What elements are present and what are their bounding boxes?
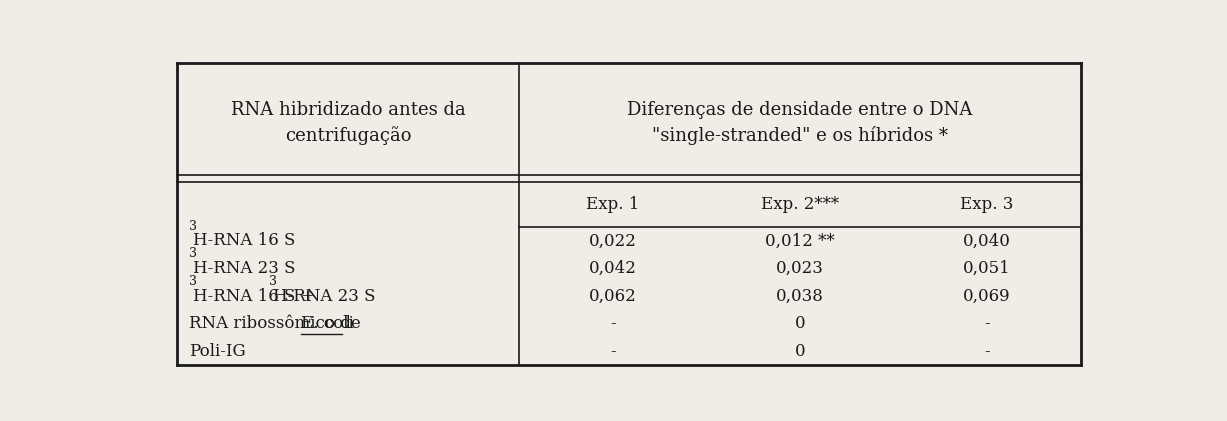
Text: 3: 3	[189, 220, 196, 233]
Text: E. coli: E. coli	[301, 315, 353, 332]
Text: Poli-IG: Poli-IG	[189, 343, 245, 360]
Text: "single-stranded" e os híbridos *: "single-stranded" e os híbridos *	[652, 126, 948, 145]
Text: Diferenças de densidade entre o DNA: Diferenças de densidade entre o DNA	[627, 101, 973, 119]
Text: H-RNA 23 S: H-RNA 23 S	[274, 288, 375, 304]
Text: 3: 3	[189, 275, 196, 288]
Text: -: -	[984, 315, 990, 332]
Text: 0: 0	[795, 343, 805, 360]
Text: 0,040: 0,040	[963, 232, 1011, 250]
Text: -: -	[610, 343, 616, 360]
Text: 3: 3	[270, 275, 277, 288]
Text: -: -	[984, 343, 990, 360]
Text: RNA hibridizado antes da: RNA hibridizado antes da	[231, 101, 466, 119]
Text: Exp. 3: Exp. 3	[961, 196, 1014, 213]
Text: centrifugação: centrifugação	[285, 126, 411, 145]
Text: -: -	[610, 315, 616, 332]
Text: RNA ribossômico de: RNA ribossômico de	[189, 315, 366, 332]
Text: H-RNA 16 S: H-RNA 16 S	[193, 232, 294, 250]
Text: 0,042: 0,042	[589, 260, 637, 277]
Text: 3: 3	[189, 248, 196, 261]
Text: H-RNA 16 S +: H-RNA 16 S +	[193, 288, 319, 304]
Text: 0,038: 0,038	[775, 288, 825, 304]
Text: 0,062: 0,062	[589, 288, 637, 304]
Text: H-RNA 23 S: H-RNA 23 S	[193, 260, 296, 277]
Text: Exp. 1: Exp. 1	[587, 196, 639, 213]
Text: 0,012 **: 0,012 **	[766, 232, 834, 250]
Text: 0,051: 0,051	[963, 260, 1011, 277]
Text: 0,069: 0,069	[963, 288, 1011, 304]
Text: 0,022: 0,022	[589, 232, 637, 250]
Text: Exp. 2***: Exp. 2***	[761, 196, 839, 213]
Text: 0: 0	[795, 315, 805, 332]
Text: 0,023: 0,023	[775, 260, 825, 277]
